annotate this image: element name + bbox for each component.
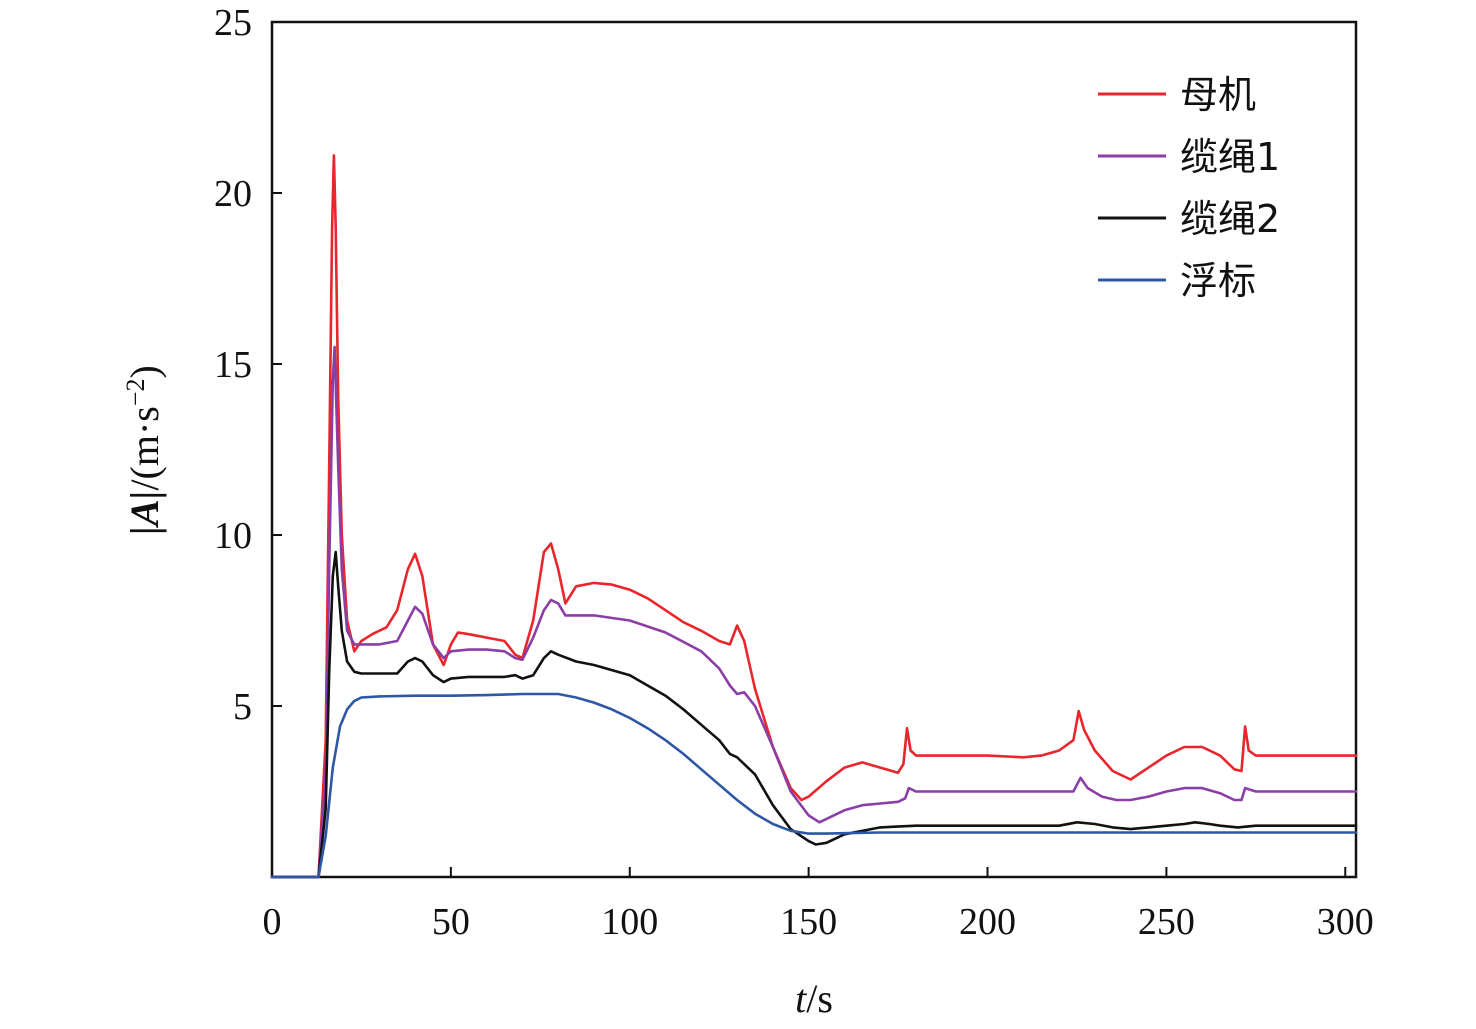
series-line-3 — [270, 550, 1358, 879]
plot-frame — [270, 20, 1358, 879]
y-axis-unit-close: ) — [122, 365, 167, 378]
x-axis-label: t/s — [795, 976, 833, 1021]
legend-label: 缆绳2 — [1180, 197, 1280, 241]
x-tick-label: 100 — [601, 901, 658, 943]
y-tick-label: 25 — [214, 2, 252, 44]
legend-label: 浮标 — [1180, 259, 1256, 303]
y-axis-label: |A|/(m·s−2) — [121, 365, 167, 535]
x-tick-label: 250 — [1138, 901, 1195, 943]
y-tick-label: 5 — [233, 686, 252, 728]
series-line-4 — [270, 692, 1358, 879]
y-axis-unit: /(m·s — [122, 406, 167, 490]
series-line-2 — [270, 345, 1358, 879]
x-tick-label: 200 — [959, 901, 1016, 943]
x-axis-variable: t — [795, 976, 807, 1021]
x-tick-label: 300 — [1317, 901, 1374, 943]
series-layer — [270, 154, 1358, 879]
x-tick-label: 50 — [432, 901, 470, 943]
y-tick-label: 20 — [214, 173, 252, 215]
series-line-1 — [270, 154, 1358, 879]
legend-label: 缆绳1 — [1180, 135, 1280, 179]
y-axis-variable: |A| — [122, 491, 167, 535]
x-tick-label: 0 — [263, 901, 282, 943]
x-axis-unit: /s — [806, 976, 833, 1021]
y-axis-unit-exponent: −2 — [121, 378, 150, 406]
y-tick-label: 15 — [214, 344, 252, 386]
axis-ticks: 0 50 100 150 200 250 300 5 10 15 20 25 — [214, 2, 1374, 943]
x-tick-label: 150 — [780, 901, 837, 943]
y-tick-label: 10 — [214, 515, 252, 557]
legend-label: 母机 — [1180, 73, 1256, 117]
